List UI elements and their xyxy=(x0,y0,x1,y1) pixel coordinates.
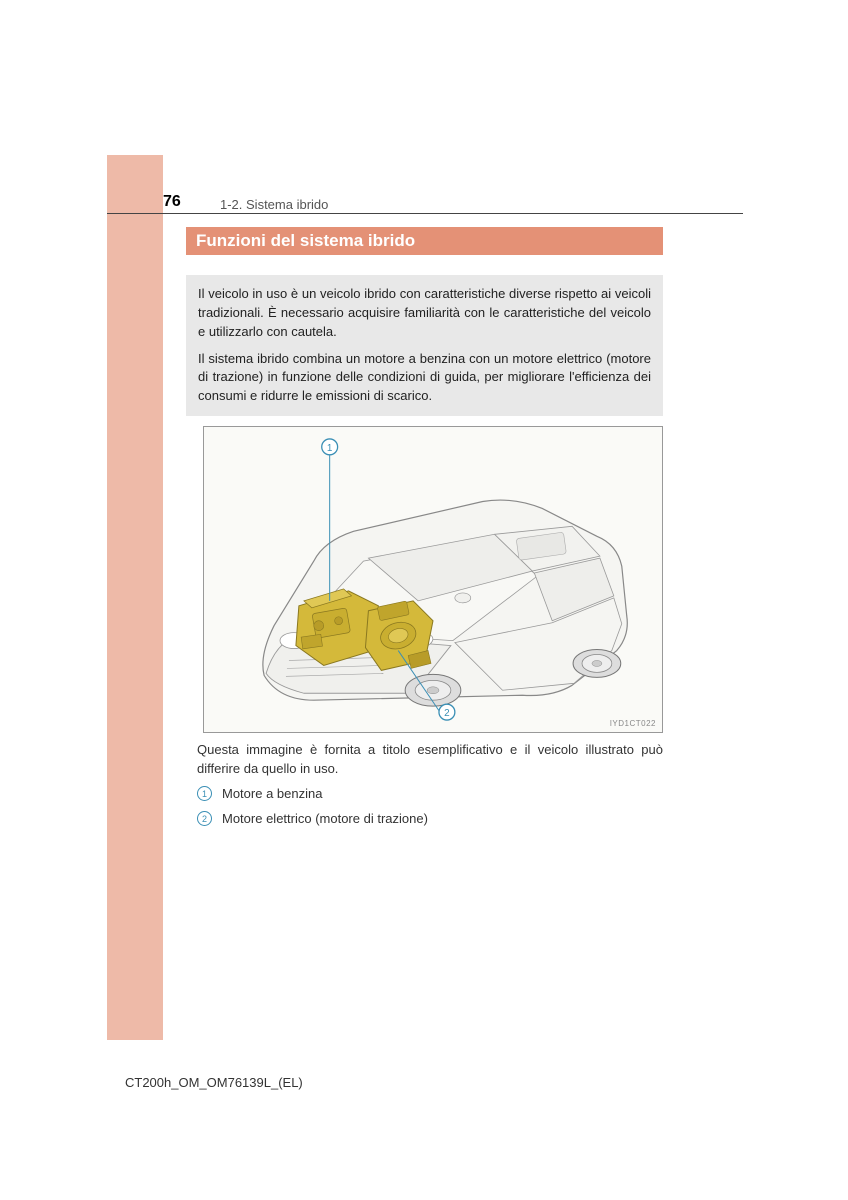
footer-code: CT200h_OM_OM76139L_(EL) xyxy=(125,1075,303,1090)
legend-item-1: 1 Motore a benzina xyxy=(197,786,322,801)
svg-text:2: 2 xyxy=(444,708,450,719)
sidebar-tab xyxy=(107,155,163,1040)
diagram-box: 1 2 IYD1CT022 xyxy=(203,426,663,733)
legend-text-1: Motore a benzina xyxy=(222,786,322,801)
legend-item-2: 2 Motore elettrico (motore di trazione) xyxy=(197,811,428,826)
header-divider xyxy=(107,213,743,214)
diagram-reference-code: IYD1CT022 xyxy=(610,719,656,728)
info-box: Il veicolo in uso è un veicolo ibrido co… xyxy=(186,275,663,416)
title-bar: Funzioni del sistema ibrido xyxy=(186,227,663,255)
page-number: 76 xyxy=(163,193,181,211)
diagram-caption: Questa immagine è fornita a titolo esemp… xyxy=(197,741,663,779)
svg-text:1: 1 xyxy=(327,443,333,454)
section-header: 1-2. Sistema ibrido xyxy=(220,197,328,212)
title-text: Funzioni del sistema ibrido xyxy=(196,231,415,251)
legend-circle-1: 1 xyxy=(197,786,212,801)
legend-circle-2: 2 xyxy=(197,811,212,826)
info-paragraph-1: Il veicolo in uso è un veicolo ibrido co… xyxy=(198,285,651,342)
rear-wheel xyxy=(573,650,621,678)
info-paragraph-2: Il sistema ibrido combina un motore a be… xyxy=(198,350,651,407)
legend-text-2: Motore elettrico (motore di trazione) xyxy=(222,811,428,826)
car-diagram-svg: 1 2 xyxy=(204,427,662,732)
